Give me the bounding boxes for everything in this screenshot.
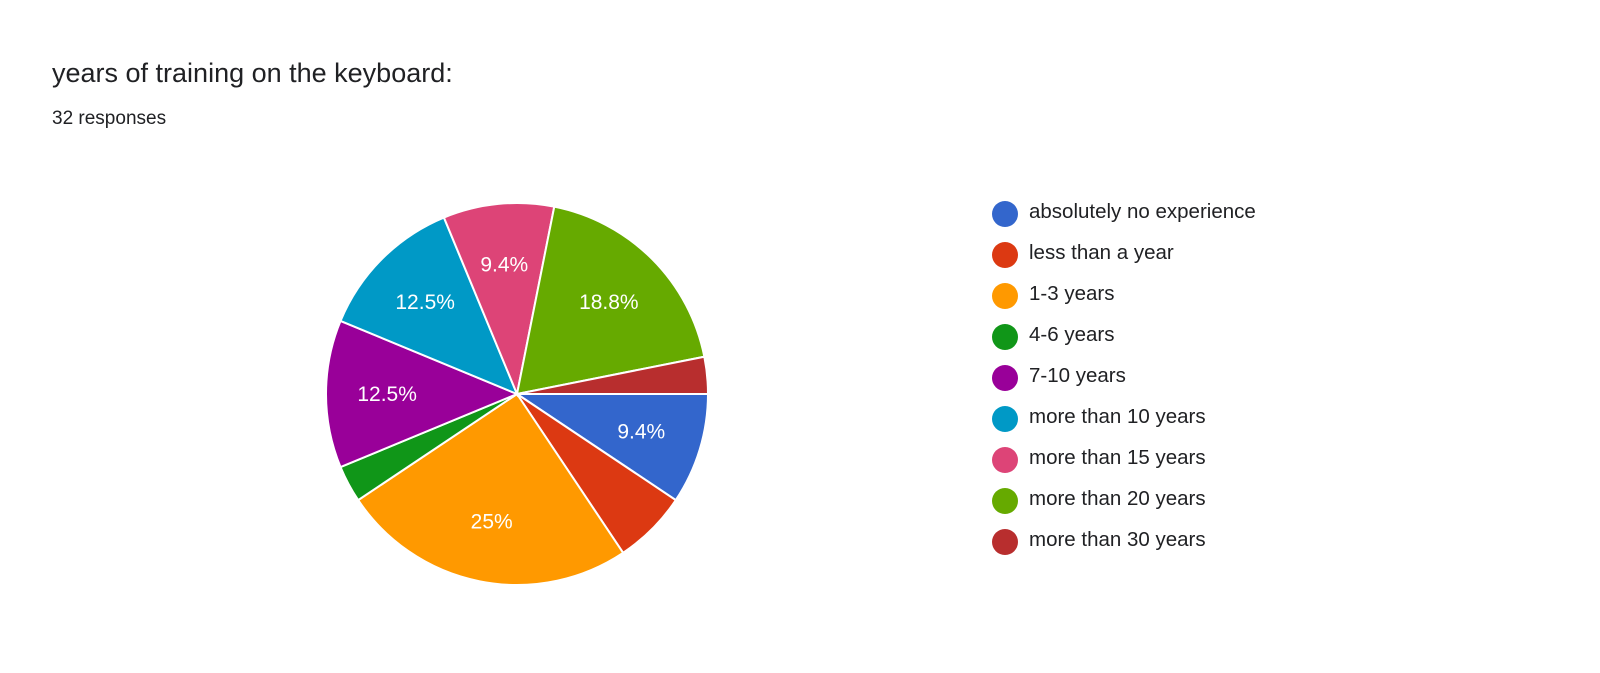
legend-item: more than 10 years — [992, 405, 1256, 446]
legend-swatch — [992, 529, 1018, 555]
legend-swatch — [992, 447, 1018, 473]
legend-item: absolutely no experience — [992, 200, 1256, 241]
legend-swatch — [992, 406, 1018, 432]
slice-label: 12.5% — [357, 383, 417, 406]
legend-item: more than 20 years — [992, 487, 1256, 528]
legend-item: more than 15 years — [992, 446, 1256, 487]
pie-slice — [325, 319, 520, 469]
pie-slice — [515, 205, 706, 396]
legend-swatch — [992, 201, 1018, 227]
legend-label: 1-3 years — [1029, 282, 1115, 305]
slice-label: 12.5% — [395, 291, 455, 314]
legend-label: more than 10 years — [1029, 405, 1206, 428]
legend-label: more than 30 years — [1029, 528, 1206, 551]
legend-item: less than a year — [992, 241, 1256, 282]
legend-label: more than 15 years — [1029, 446, 1206, 469]
pie-slice — [442, 202, 556, 398]
legend-swatch — [992, 324, 1018, 350]
legend-swatch — [992, 283, 1018, 309]
slice-label: 25% — [471, 510, 513, 533]
legend-label: less than a year — [1029, 241, 1174, 264]
slice-label: 18.8% — [579, 291, 639, 314]
pie-slice — [356, 392, 625, 586]
chart-title: years of training on the keyboard: — [52, 58, 453, 88]
slice-label: 9.4% — [480, 254, 528, 277]
legend-swatch — [992, 242, 1018, 268]
legend-label: 4-6 years — [1029, 323, 1115, 346]
legend: absolutely no experience less than a year… — [992, 200, 1256, 569]
legend-item: 4-6 years — [992, 323, 1256, 364]
legend-item: 1-3 years — [992, 282, 1256, 323]
slice-label: 9.4% — [617, 421, 665, 444]
legend-item: 7-10 years — [992, 364, 1256, 405]
pie-slice — [513, 393, 710, 502]
pie-slice — [339, 216, 519, 396]
legend-label: absolutely no experience — [1029, 200, 1256, 223]
legend-item: more than 30 years — [992, 528, 1256, 569]
response-count: 32 responses — [52, 108, 167, 129]
pie-slice — [516, 355, 710, 395]
legend-swatch — [992, 365, 1018, 391]
legend-label: more than 20 years — [1029, 487, 1206, 510]
legend-label: 7-10 years — [1029, 364, 1126, 387]
legend-swatch — [992, 488, 1018, 514]
